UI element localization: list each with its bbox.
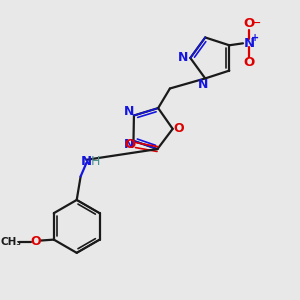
Text: O: O (243, 56, 254, 69)
Text: O: O (173, 122, 184, 135)
Text: N: N (81, 155, 92, 168)
Text: O: O (243, 17, 254, 30)
Text: O: O (31, 235, 41, 248)
Text: N: N (178, 51, 189, 64)
Text: O: O (124, 138, 136, 151)
Text: CH₃: CH₃ (0, 237, 21, 247)
Text: N: N (124, 106, 134, 118)
Text: N: N (198, 79, 208, 92)
Text: H: H (91, 155, 100, 168)
Text: +: + (251, 33, 259, 43)
Text: N: N (243, 37, 254, 50)
Text: −: − (250, 17, 261, 30)
Text: N: N (124, 138, 134, 151)
